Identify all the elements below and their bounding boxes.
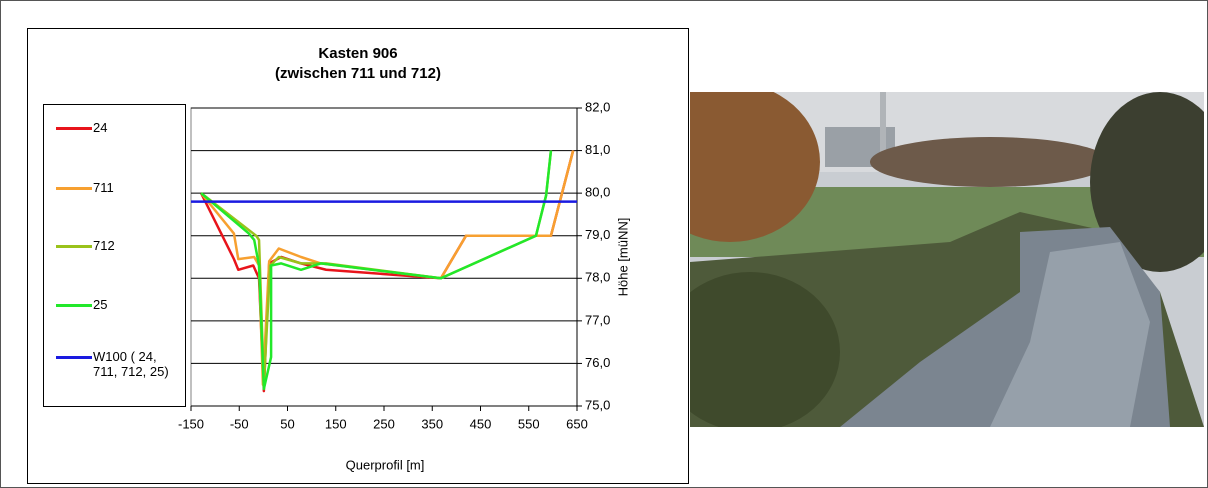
x-axis-label: Querprofil [m] [346,457,425,472]
legend-label: 25 [93,297,108,312]
legend-label: 711 [93,180,114,195]
y-tick-label: 79,0 [585,227,610,242]
chart-title: Kasten 906 [318,45,397,62]
y-tick-label: 80,0 [585,185,610,200]
y-tick-label: 81,0 [585,142,610,157]
y-tick-label: 78,0 [585,270,610,285]
legend: 24 711 712 25 W100 ( 24, 711, 712, 25) [43,104,186,407]
x-tick-label: -50 [230,416,249,431]
x-tick-label: 650 [566,416,588,431]
y-axis-label: Höhe [müNN] [615,218,630,297]
legend-swatch [56,127,92,130]
x-tick-label: 50 [280,416,294,431]
legend-swatch [56,304,92,307]
legend-swatch [56,245,92,248]
series-line [200,150,575,386]
x-tick-label: 550 [518,416,540,431]
x-tick-label: -150 [178,416,204,431]
photo [690,92,1204,427]
legend-label: 712 [93,238,115,253]
legend-label: 24 [93,120,108,135]
y-tick-label: 75,0 [585,397,610,412]
x-tick-label: 150 [325,416,347,431]
chart-subtitle: (zwischen 711 und 712) [275,65,441,82]
y-tick-label: 76,0 [585,355,610,370]
x-tick-label: 350 [421,416,443,431]
legend-label: W100 ( 24, 711, 712, 25) [93,349,169,379]
y-tick-label: 82,0 [585,99,610,114]
chart: Kasten 906 (zwischen 711 und 712) Querpr… [178,45,630,472]
chart-frame: Kasten 906 (zwischen 711 und 712) Querpr… [27,28,689,484]
legend-swatch [56,187,92,190]
y-tick-label: 77,0 [585,312,610,327]
x-tick-label: 250 [373,416,395,431]
legend-swatch [56,356,92,359]
series-line [200,150,553,391]
x-tick-label: 450 [470,416,492,431]
